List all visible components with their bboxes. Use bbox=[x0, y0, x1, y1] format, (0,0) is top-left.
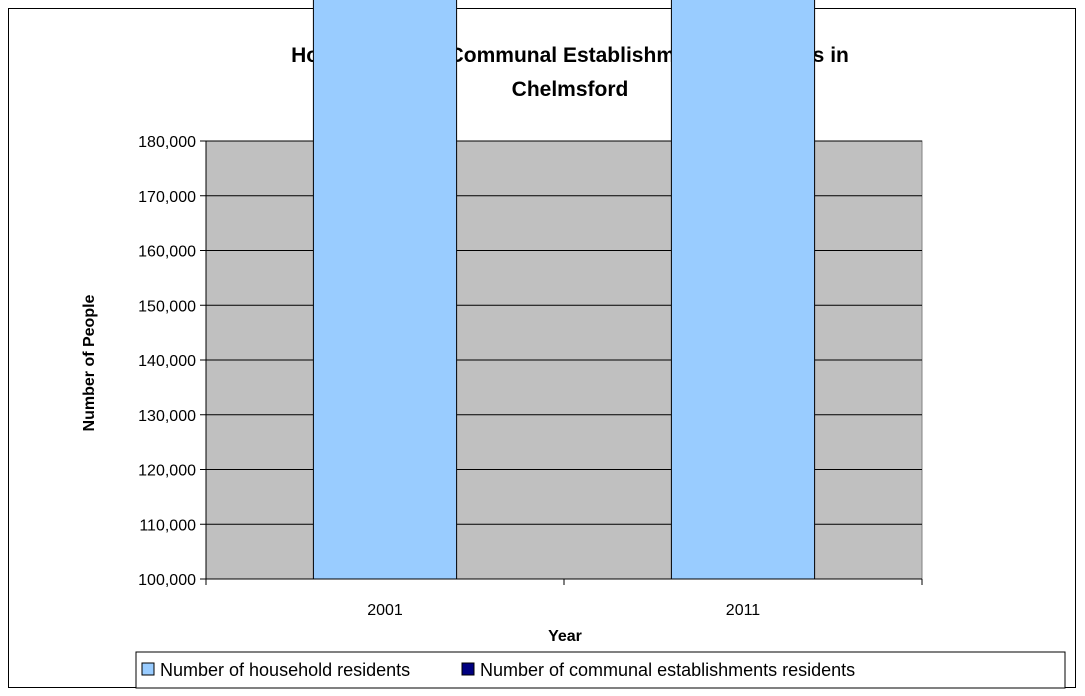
bar-household-2001 bbox=[312, 0, 458, 580]
y-tick-label: 120,000 bbox=[138, 463, 196, 480]
y-axis-title: Number of People bbox=[81, 294, 98, 431]
bars bbox=[312, 0, 816, 580]
legend-swatch-communal bbox=[461, 662, 475, 676]
x-tick-labels: 2001 2011 bbox=[367, 602, 760, 619]
y-tick-label: 100,000 bbox=[138, 572, 196, 589]
x-tick-label: 2011 bbox=[726, 602, 761, 619]
legend-swatch-household bbox=[141, 662, 155, 676]
y-tick-label: 160,000 bbox=[138, 244, 196, 261]
axes bbox=[200, 140, 923, 585]
legend-box bbox=[135, 651, 1066, 689]
y-tick-label: 170,000 bbox=[138, 189, 196, 206]
x-axis-title: Year bbox=[548, 628, 582, 645]
y-tick-label: 110,000 bbox=[139, 517, 196, 534]
x-tick-label: 2001 bbox=[367, 602, 403, 619]
y-tick-label: 180,000 bbox=[138, 134, 196, 151]
legend-label-communal: Number of communal establishments reside… bbox=[480, 660, 855, 680]
y-tick-label: 140,000 bbox=[138, 353, 196, 370]
y-tick-label: 130,000 bbox=[138, 408, 196, 425]
legend-label-household: Number of household residents bbox=[160, 660, 410, 680]
y-tick-labels: 100,000 110,000 120,000 130,000 140,000 150,0… bbox=[138, 134, 196, 589]
chart-title-line-2: Chelmsford bbox=[512, 78, 629, 101]
bar-household-2011 bbox=[670, 0, 816, 580]
y-tick-label: 150,000 bbox=[138, 298, 196, 315]
